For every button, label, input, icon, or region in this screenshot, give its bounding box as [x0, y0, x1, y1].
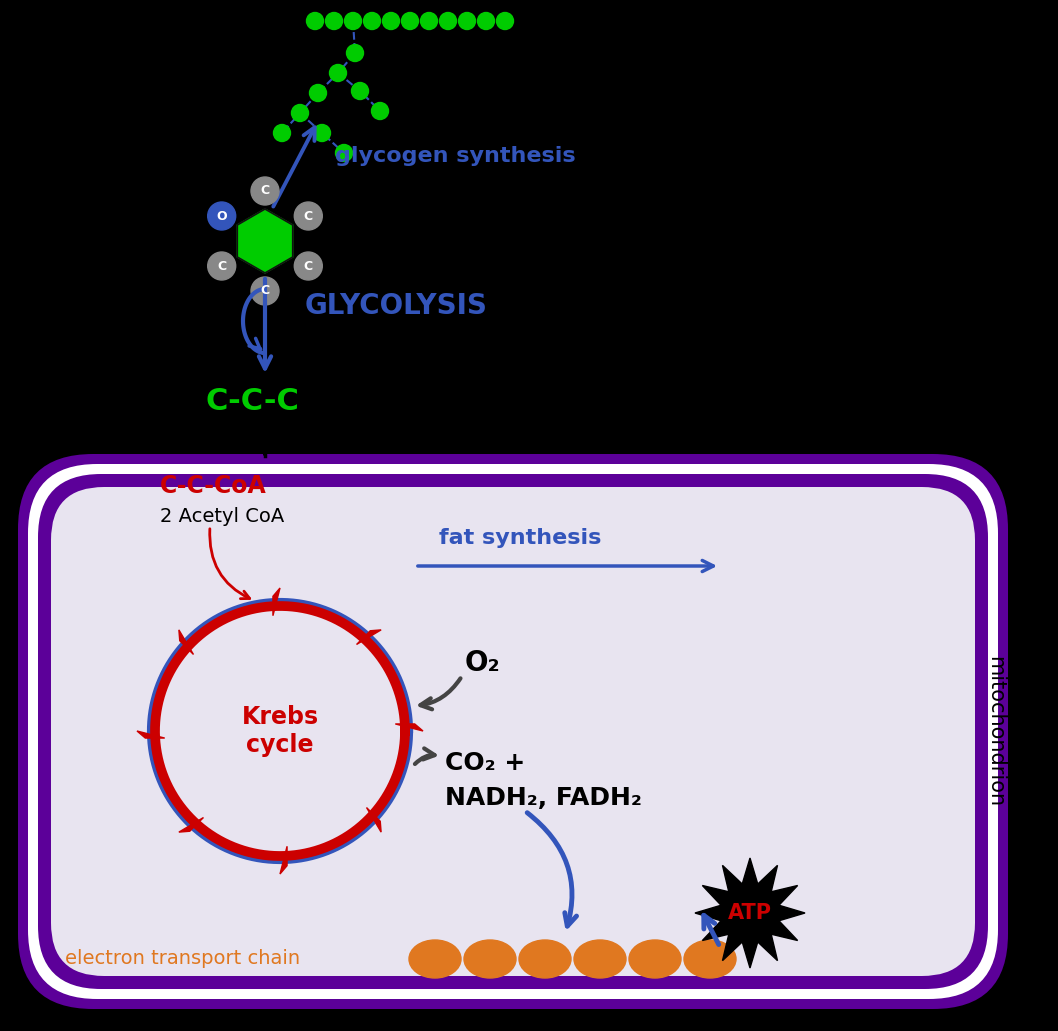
Text: C: C — [217, 260, 226, 272]
Circle shape — [420, 12, 438, 30]
Circle shape — [371, 102, 388, 120]
Polygon shape — [179, 818, 203, 832]
Circle shape — [313, 125, 330, 141]
Text: CO₂ +: CO₂ + — [445, 751, 525, 775]
Ellipse shape — [685, 940, 736, 978]
Text: mitochondrion: mitochondrion — [985, 656, 1005, 807]
Circle shape — [207, 252, 236, 280]
Circle shape — [496, 12, 513, 30]
Text: glycogen synthesis: glycogen synthesis — [335, 146, 576, 166]
Circle shape — [439, 12, 456, 30]
Circle shape — [292, 104, 309, 122]
Ellipse shape — [409, 940, 461, 978]
Circle shape — [310, 85, 327, 101]
Text: C-C-C: C-C-C — [205, 387, 298, 415]
Circle shape — [251, 277, 279, 305]
Polygon shape — [280, 846, 287, 874]
Text: electron transport chain: electron transport chain — [65, 950, 300, 968]
Ellipse shape — [630, 940, 681, 978]
FancyBboxPatch shape — [18, 454, 1008, 1009]
Circle shape — [477, 12, 494, 30]
Circle shape — [401, 12, 419, 30]
Circle shape — [351, 82, 368, 100]
Text: C: C — [260, 185, 270, 198]
Circle shape — [345, 12, 362, 30]
Polygon shape — [136, 731, 165, 738]
Polygon shape — [237, 209, 293, 273]
Polygon shape — [695, 858, 805, 968]
FancyBboxPatch shape — [28, 464, 998, 999]
Circle shape — [307, 12, 324, 30]
Text: fat synthesis: fat synthesis — [439, 528, 601, 548]
Text: O: O — [217, 209, 227, 223]
Text: C-C-CoA: C-C-CoA — [160, 474, 267, 498]
Text: GLYCOLYSIS: GLYCOLYSIS — [305, 292, 488, 320]
Ellipse shape — [574, 940, 626, 978]
FancyBboxPatch shape — [38, 474, 988, 989]
Text: Krebs
cycle: Krebs cycle — [241, 705, 318, 757]
Circle shape — [294, 252, 323, 280]
Ellipse shape — [519, 940, 571, 978]
Polygon shape — [357, 630, 381, 644]
Circle shape — [207, 202, 236, 230]
Polygon shape — [396, 724, 423, 731]
Text: C: C — [260, 285, 270, 298]
Text: NADH₂, FADH₂: NADH₂, FADH₂ — [445, 786, 642, 810]
Polygon shape — [366, 807, 381, 832]
Circle shape — [458, 12, 475, 30]
Circle shape — [335, 144, 352, 162]
Polygon shape — [179, 630, 194, 655]
Circle shape — [347, 44, 364, 62]
Circle shape — [329, 65, 347, 81]
Text: C: C — [304, 260, 313, 272]
FancyBboxPatch shape — [51, 487, 975, 976]
Ellipse shape — [464, 940, 516, 978]
Circle shape — [274, 125, 291, 141]
Circle shape — [383, 12, 400, 30]
Text: 2 Acetyl CoA: 2 Acetyl CoA — [160, 506, 285, 526]
Polygon shape — [273, 588, 280, 616]
Circle shape — [364, 12, 381, 30]
Circle shape — [294, 202, 323, 230]
Circle shape — [251, 177, 279, 205]
Text: O₂: O₂ — [466, 648, 500, 677]
Circle shape — [326, 12, 343, 30]
Text: ATP: ATP — [728, 903, 772, 923]
Text: C: C — [304, 209, 313, 223]
